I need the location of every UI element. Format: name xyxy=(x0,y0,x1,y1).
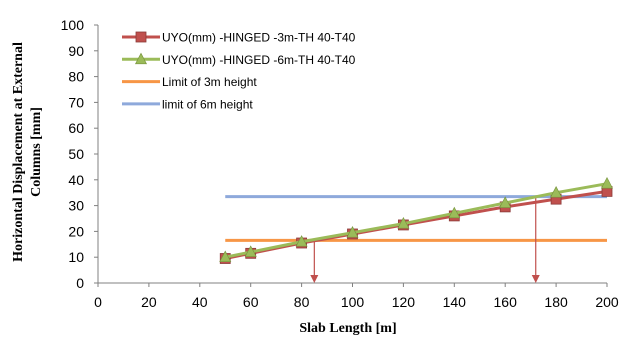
y-tick-label: 90 xyxy=(68,43,84,59)
y-tick-label: 40 xyxy=(68,172,84,188)
y-tick-label: 70 xyxy=(68,94,84,110)
x-tick-label: 0 xyxy=(94,294,102,310)
legend-label: Limit of 3m height xyxy=(162,75,257,89)
y-tick-label: 20 xyxy=(68,223,84,239)
x-tick-label: 20 xyxy=(141,294,157,310)
y-tick-label: 100 xyxy=(61,17,85,33)
x-tick-label: 40 xyxy=(192,294,208,310)
y-tick-label: 50 xyxy=(68,146,84,162)
x-tick-label: 200 xyxy=(595,294,619,310)
y-axis-title-line-2: Columns [mm] xyxy=(29,107,44,197)
x-tick-label: 180 xyxy=(544,294,568,310)
x-tick-label: 100 xyxy=(341,294,365,310)
data-point-square xyxy=(136,32,146,42)
y-tick-label: 80 xyxy=(68,69,84,85)
x-tick-label: 60 xyxy=(243,294,259,310)
x-tick-label: 120 xyxy=(392,294,416,310)
x-tick-label: 160 xyxy=(494,294,518,310)
y-tick-label: 60 xyxy=(68,120,84,136)
x-tick-label: 80 xyxy=(294,294,310,310)
legend-label: UYO(mm) -HINGED -3m-TH 40-T40 xyxy=(162,31,356,45)
legend-label: limit of 6m height xyxy=(162,97,253,111)
x-axis-title: Slab Length [m] xyxy=(299,321,396,336)
y-tick-label: 10 xyxy=(68,249,84,265)
y-axis-title-line-1: Horizontal Displacement at External xyxy=(11,42,26,262)
y-tick-label: 30 xyxy=(68,198,84,214)
legend-label: UYO(mm) -HINGED -6m-TH 40-T40 xyxy=(162,53,356,67)
x-tick-label: 140 xyxy=(443,294,467,310)
y-tick-label: 0 xyxy=(76,275,84,291)
